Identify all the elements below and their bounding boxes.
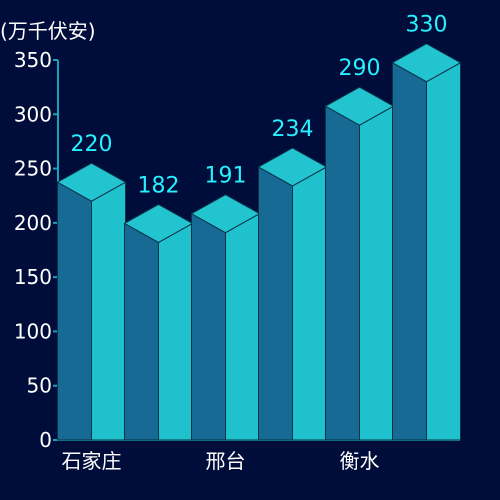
bar-top-face [56, 162, 127, 202]
bar-left-face [124, 222, 159, 441]
bar-3 [257, 147, 328, 441]
bar-value-label: 191 [205, 164, 247, 189]
bar-left-face [392, 61, 427, 441]
bar-4 [324, 86, 395, 441]
bar-right-face [158, 222, 193, 441]
x-category-label: 石家庄 [62, 449, 122, 473]
bar-value-label: 220 [71, 132, 113, 157]
bar-right-face [91, 181, 126, 441]
y-tick-label: 350 [14, 48, 52, 72]
x-category-label: 邢台 [206, 449, 246, 473]
bar-value-label: 234 [272, 117, 314, 142]
bar-value-label: 290 [339, 56, 381, 81]
y-tick-label: 200 [14, 211, 52, 235]
bar-2 [190, 194, 261, 441]
bar-5 [391, 43, 462, 441]
bar-top-face [391, 43, 462, 83]
bar-0 [56, 162, 127, 441]
y-axis-unit-label: (万千伏安) [0, 19, 96, 43]
bar-right-face [359, 105, 394, 441]
bar-value-label: 330 [406, 13, 448, 38]
x-axis-category-labels: 石家庄 邢台 衡水 [62, 449, 380, 473]
y-tick-label: 150 [14, 265, 52, 289]
y-tick-label: 0 [39, 428, 52, 452]
y-tick-label: 50 [27, 374, 52, 398]
bar-left-face [325, 105, 360, 441]
x-category-label: 衡水 [340, 449, 380, 473]
bars: 220 182 191 234 290 330 [56, 13, 462, 441]
bar-right-face [292, 166, 327, 441]
y-tick-label: 300 [14, 102, 52, 126]
bar-right-face [426, 61, 461, 441]
bar-value-label: 182 [138, 173, 180, 198]
y-tick-label: 250 [14, 157, 52, 181]
bar-left-face [57, 181, 92, 441]
y-tick-label: 100 [14, 319, 52, 343]
bar-right-face [225, 212, 260, 441]
y-axis-ticks: 0 50 100 150 200 250 300 350 [14, 48, 58, 452]
bar-left-face [258, 166, 293, 441]
bar-left-face [191, 212, 226, 441]
bar-1 [123, 203, 194, 441]
